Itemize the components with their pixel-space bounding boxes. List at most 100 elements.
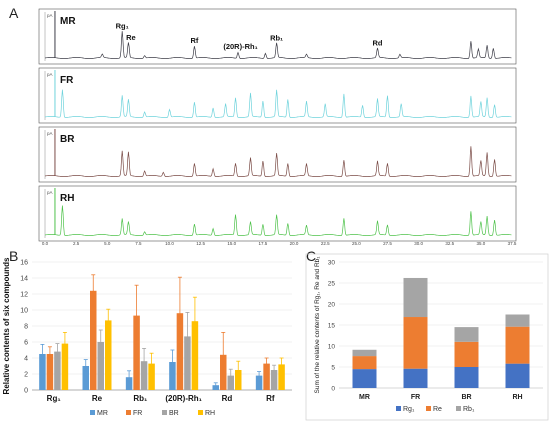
y-tick-label: 16 [20, 260, 28, 267]
peak-annotation: Rd [373, 39, 383, 48]
stacked-bar-segment [505, 363, 530, 388]
bar [90, 290, 97, 390]
chromatogram-frame [38, 185, 517, 242]
bar [263, 363, 270, 390]
chromatogram-y-unit: pA [47, 13, 53, 18]
legend-swatch [90, 410, 95, 415]
stacked-bar-segment [403, 277, 428, 318]
legend-swatch [162, 410, 167, 415]
x-tick-label: 37.5 [508, 241, 517, 246]
y-tick-label: 6 [24, 340, 28, 347]
y-tick-label: 30 [328, 260, 336, 267]
chromatogram-fr: pA FR [38, 67, 517, 124]
x-tick-label: 10.0 [165, 241, 174, 246]
chromatogram-mr: pA MR Rg₁ Re Rf (20R)-Rh₁ Rb₁ Rd [38, 8, 517, 65]
legend-swatch [126, 410, 131, 415]
y-axis-label: Relative contents of six compounds [2, 257, 11, 394]
x-tick-label: 32.5 [445, 241, 454, 246]
bar [278, 364, 285, 390]
chromatogram-y-unit: pA [47, 72, 53, 77]
stacked-bar-segment [352, 369, 377, 388]
y-tick-label: 0 [331, 386, 335, 393]
category-label: FR [411, 394, 420, 401]
y-tick-label: 4 [24, 356, 28, 363]
y-tick-label: 2 [24, 372, 28, 379]
legend-swatch [456, 406, 461, 411]
bar [61, 343, 69, 390]
x-tick-label: 17.5 [259, 241, 268, 246]
bar [39, 354, 46, 390]
chromatogram-rh: pA RH [38, 185, 517, 242]
bar [140, 361, 148, 390]
bar [227, 375, 234, 390]
category-label: BR [461, 394, 471, 401]
stacked-bar-segment [454, 327, 479, 342]
chart-frame [305, 253, 549, 421]
x-tick-label: 35.0 [476, 241, 485, 246]
x-tick-label: 12.5 [196, 241, 205, 246]
stacked-bar-segment [505, 314, 530, 327]
stacked-bar-segment [403, 368, 428, 388]
category-label: Rf [266, 394, 275, 403]
chromatogram-trace [44, 31, 512, 59]
legend-swatch [426, 406, 431, 411]
chromatogram-y-unit: pA [47, 131, 53, 136]
chromatogram-trace [44, 205, 512, 236]
y-tick-label: 8 [24, 324, 28, 331]
bar [82, 366, 89, 390]
chromatogram-panel: pA MR Rg₁ Re Rf (20R)-Rh₁ Rb₁ Rd pA FR pA BR pA RH 0.0… [38, 8, 517, 246]
x-tick-label: 15.0 [227, 241, 236, 246]
legend-label: BR [169, 410, 179, 417]
bar [169, 362, 176, 390]
legend-swatch [396, 406, 401, 411]
y-tick-label: 15 [328, 323, 336, 330]
legend-swatch [198, 410, 203, 415]
bar [255, 375, 263, 390]
y-axis-label: Sum of the relative contents of Rg₁, Re … [314, 256, 321, 394]
chromatogram-frame [38, 126, 517, 183]
y-tick-label: 5 [331, 365, 335, 372]
x-tick-label: 25.0 [352, 241, 361, 246]
chromatogram-frame [38, 8, 517, 65]
bar [46, 354, 54, 390]
x-tick-label: 0.0 [42, 241, 49, 246]
sum-contents-chart: 0 5 10 15 20 25 30 Sum of the relative contents… [305, 253, 549, 421]
y-tick-label: 0 [24, 388, 28, 395]
legend-label: Rg₁ [403, 406, 415, 413]
bar [191, 321, 199, 390]
bar [133, 315, 140, 390]
peak-annotation: (20R)-Rh₁ [223, 42, 257, 51]
relative-contents-chart: 0 2 4 6 8 10 12 14 16 Relative contents of six co… [2, 257, 292, 417]
bar [97, 342, 104, 390]
y-tick-label: 25 [328, 281, 336, 288]
peak-annotation: Rf [190, 36, 198, 45]
bar [105, 320, 112, 390]
stacked-bar-segment [403, 317, 428, 369]
bar [54, 351, 61, 390]
x-tick-label: 20.0 [290, 241, 299, 246]
bar [176, 313, 184, 390]
x-tick-label: 27.5 [383, 241, 392, 246]
chromatogram-y-unit: pA [47, 190, 53, 195]
panel-b-letter: B [9, 248, 19, 264]
bar [235, 370, 242, 390]
y-tick-label: 12 [20, 292, 28, 299]
category-label: (20R)-Rh₁ [165, 394, 202, 403]
category-label: MR [359, 394, 370, 401]
bar [184, 336, 191, 390]
chromatogram-trace [44, 146, 512, 177]
category-label: Rb₁ [133, 394, 148, 403]
chromatogram-label: RH [60, 193, 74, 204]
stacked-bar-segment [454, 341, 479, 367]
chromatogram-label: BR [60, 134, 75, 145]
panel-c-letter: C [306, 248, 317, 264]
chromatogram-br: pA BR [38, 126, 517, 183]
peak-annotation: Rg₁ [116, 21, 129, 30]
legend-label: RH [205, 410, 215, 417]
category-label: Re [92, 394, 103, 403]
x-tick-label: 22.5 [321, 241, 330, 246]
legend-label: FR [133, 410, 142, 417]
peak-annotation: Rb₁ [270, 33, 283, 42]
chromatogram-label: MR [60, 16, 76, 27]
legend-label: Re [433, 406, 442, 413]
